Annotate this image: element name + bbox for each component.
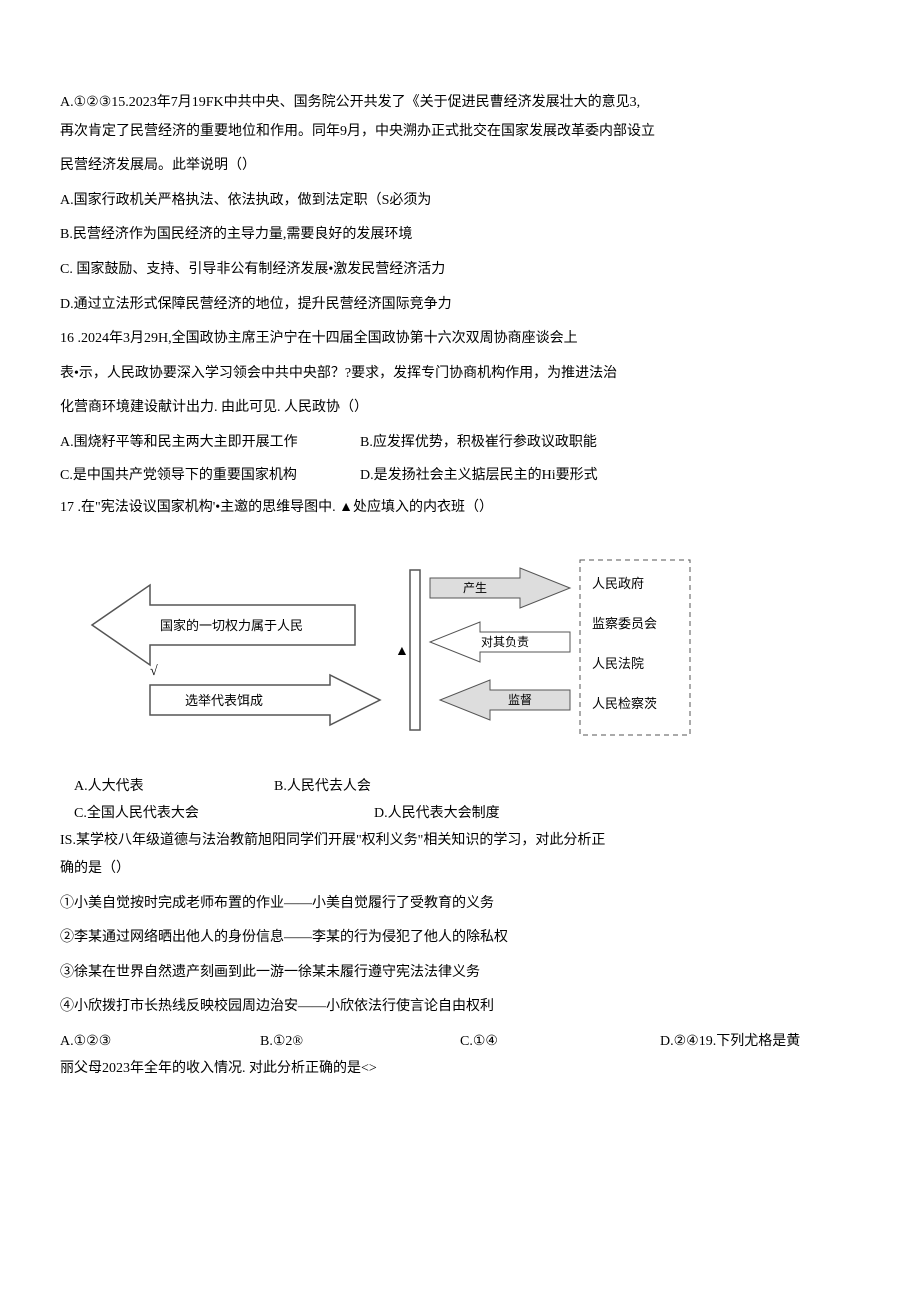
q17-diagram: 国家的一切权力属于人民 √ 选举代表饵成 ▲ 产生对其负责监督 人民政府监察委员会人民法院… (80, 540, 860, 761)
q15-line2: 再次肯定了民营经济的重要地位和作用。同年9月，中央溯办正式批交在国家发展改革委内… (60, 119, 860, 146)
svg-text:对其负责: 对其负责 (481, 635, 529, 649)
q15-optA: A.国家行政机关严格执法、依法执政，做到法定职（S必须为 (60, 188, 860, 215)
svg-text:国家的一切权力属于人民: 国家的一切权力属于人民 (160, 618, 303, 633)
svg-text:人民检察茨: 人民检察茨 (592, 696, 657, 711)
q18-optC: C.①④ (460, 1029, 660, 1056)
q15-optB: B.民营经济作为国民经济的主导力量,需要良好的发展环境 (60, 222, 860, 249)
q18-s4: ④小欣拨打市长热线反映校园周边治安——小欣依法行使言论自由权利 (60, 994, 860, 1021)
q16-optD: D.是发扬社会主义掂层民主的Hi要形式 (360, 463, 598, 490)
q15-line3: 民营经济发展局。此举说明（） (60, 153, 860, 180)
q18-optD: D.②④19.下列尤格是黄 (660, 1029, 860, 1056)
svg-text:选举代表饵成: 选举代表饵成 (185, 693, 263, 708)
svg-text:人民法院: 人民法院 (592, 656, 644, 671)
q16-optC: C.是中国共产党领导下的重要国家机构 (60, 463, 360, 490)
q17-stem: 17 .在"宪法设议国家机构'•主邀的思维导图中. ▲处应填入的内衣班（） (60, 495, 860, 522)
q18-s1: ①小美自觉按时完成老师布置的作业——小美自觉履行了受教育的义务 (60, 891, 860, 918)
q18-s3: ③徐某在世界自然遗产刻画到此一游一徐某未履行遵守宪法法律义务 (60, 960, 860, 987)
q16-optB: B.应发挥优势，积极崔行参政议政职能 (360, 430, 597, 457)
q17-optB: B.人民代去人会 (274, 774, 371, 801)
q17-optA: A.人大代表 (74, 774, 274, 801)
q16-optA: A.围烧籽平等和民主两大主即开展工作 (60, 430, 360, 457)
q18-tail: 丽父母2023年全年的收入情况. 对此分析正确的是<> (60, 1056, 860, 1083)
svg-text:产生: 产生 (463, 581, 487, 595)
q16-opts-row2: C.是中国共产党领导下的重要国家机构 D.是发扬社会主义掂层民主的Hi要形式 (60, 463, 860, 490)
diagram-svg: 国家的一切权力属于人民 √ 选举代表饵成 ▲ 产生对其负责监督 人民政府监察委员会人民法院… (80, 540, 700, 750)
svg-text:监督: 监督 (508, 692, 532, 707)
q15-optC: C. 国家鼓励、支持、引导非公有制经济发展•激发民营经济活力 (60, 257, 860, 284)
q18-optA: A.①②③ (60, 1029, 260, 1056)
q18-line2: 确的是（） (60, 856, 860, 883)
q15-line1: A.①②③15.2023年7月19FK中共中央、国务院公开共发了《关于促进民曹经… (60, 90, 860, 117)
q18-s2: ②李某通过网络晒出他人的身份信息——李某的行为侵犯了他人的除私权 (60, 925, 860, 952)
q16-line3: 化营商环境建设献计出力. 由此可见. 人民政协（） (60, 395, 860, 422)
svg-text:▲: ▲ (395, 644, 409, 659)
q17-optD: D.人民代表大会制度 (374, 801, 500, 828)
q18-optB: B.①2® (260, 1029, 460, 1056)
q16-line1: 16 .2024年3月29H,全国政协主席王沪宁在十四届全国政协第十六次双周协商… (60, 326, 860, 353)
svg-text:√: √ (150, 664, 158, 679)
q16-opts-row1: A.围烧籽平等和民主两大主即开展工作 B.应发挥优势，积极崔行参政议政职能 (60, 430, 860, 457)
q15-optD: D.通过立法形式保障民营经济的地位，提升民营经济国际竞争力 (60, 292, 860, 319)
q17-opts-row2: C.全国人民代表大会 D.人民代表大会制度 (74, 801, 860, 828)
q18-line1: IS.某学校八年级道德与法治教箭旭阳同学们开展"权利义务"相关知识的学习，对此分… (60, 828, 860, 855)
q17-opts-row1: A.人大代表 B.人民代去人会 (74, 774, 860, 801)
q18-opts: A.①②③ B.①2® C.①④ D.②④19.下列尤格是黄 (60, 1029, 860, 1056)
svg-text:人民政府: 人民政府 (592, 576, 644, 591)
q17-optC: C.全国人民代表大会 (74, 801, 374, 828)
svg-text:监察委员会: 监察委员会 (592, 616, 657, 631)
q16-line2: 表•示，人民政协要深入学习领会中共中央部？?要求，发挥专门协商机构作用，为推进法… (60, 361, 860, 388)
